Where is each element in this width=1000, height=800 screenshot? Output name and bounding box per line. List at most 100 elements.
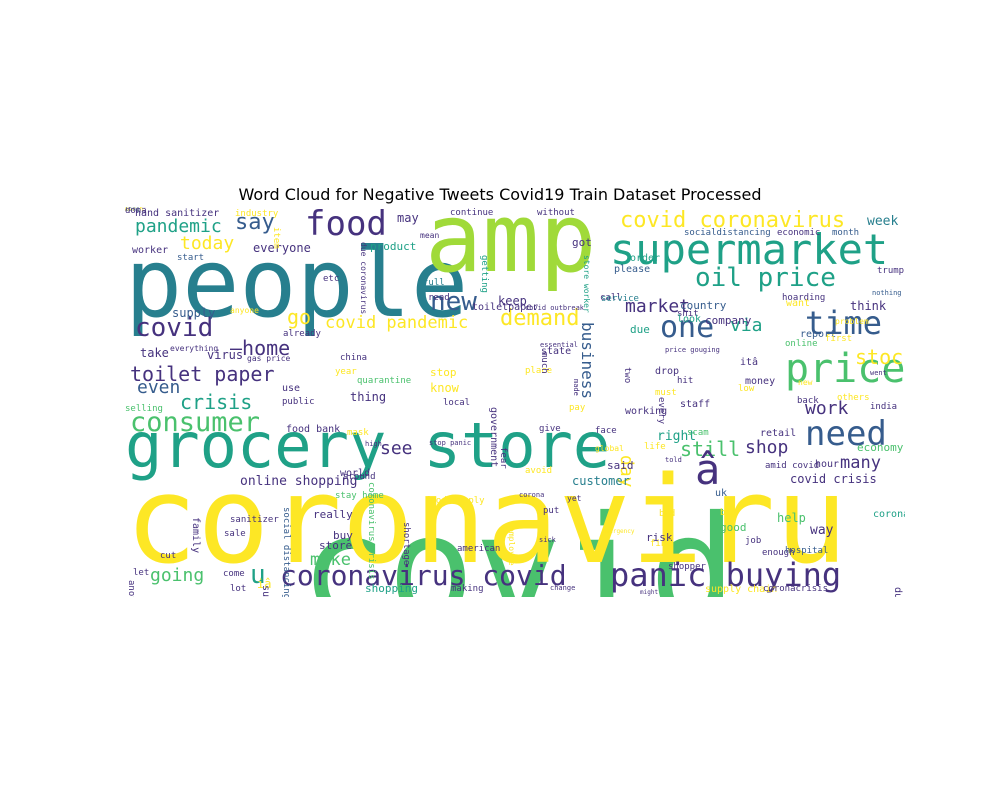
word-81: industry [235, 209, 279, 219]
word-70: buy [333, 529, 353, 542]
word-23: —home [230, 336, 291, 360]
word-20: pandemic [135, 216, 222, 237]
word-132: hit [677, 376, 694, 386]
word-57: may [397, 211, 419, 225]
word-107: already [283, 329, 321, 339]
word-52: think [850, 299, 887, 313]
word-17: demand [500, 306, 580, 331]
word-143: told [665, 456, 682, 464]
word-7: food [305, 207, 387, 244]
word-180: another [126, 580, 136, 597]
word-158: enough [762, 548, 795, 558]
word-37: see [380, 438, 413, 459]
word-98: call [600, 293, 622, 303]
word-63: customer [572, 474, 630, 488]
word-42: thing [350, 390, 387, 404]
word-45: way [810, 523, 834, 538]
word-129: made [572, 379, 580, 396]
word-140: give [539, 424, 561, 434]
word-122: went [870, 369, 887, 377]
word-111: public [282, 397, 315, 407]
word-105: problem [835, 317, 869, 326]
word-67: said [607, 459, 634, 472]
word-152: yet [567, 494, 582, 503]
word-56: keep [498, 294, 527, 308]
word-11: time [805, 304, 883, 342]
word-99: service [601, 294, 639, 304]
word-113: price gouging [665, 346, 720, 354]
word-110: use [282, 383, 301, 394]
word-109: gas price [247, 354, 291, 363]
word-65: covid crisis [790, 472, 877, 486]
word-1: coronaviru [125, 452, 848, 591]
word-188: fear [498, 447, 508, 469]
word-12: consumer [130, 407, 261, 438]
word-69: really [313, 508, 353, 521]
word-115: itâ [740, 357, 759, 368]
word-35: business [578, 322, 597, 400]
word-43: know [430, 381, 459, 395]
word-172: might [640, 589, 659, 596]
word-183: social distancing [281, 507, 291, 597]
word-191: getting [479, 255, 489, 293]
word-164: sale [224, 529, 246, 539]
word-126: state [541, 346, 572, 357]
word-159: hospital [785, 546, 829, 556]
word-162: sick [539, 536, 556, 544]
word-104: want [786, 298, 811, 309]
word-116: low [738, 384, 755, 394]
word-121: india [870, 402, 898, 412]
word-89: socialdistancing [684, 228, 771, 238]
word-31: work [805, 398, 849, 419]
word-101: look [677, 314, 702, 325]
word-28: market [625, 296, 691, 317]
word-51: week [867, 214, 899, 229]
word-184: coronavirus crisis [366, 482, 376, 580]
word-74: uk [715, 488, 728, 499]
word-100: shit [677, 309, 699, 319]
word-168: iâ [257, 577, 272, 591]
word-123: china [340, 353, 368, 363]
word-112: selling [125, 404, 163, 414]
word-87: mean [420, 231, 440, 240]
word-58: got [572, 236, 592, 249]
word-16: oil price [695, 263, 836, 293]
word-14: new [430, 287, 477, 317]
word-149: avoid [525, 466, 553, 476]
word-102: hoarding [782, 293, 826, 303]
word-186: employee [507, 527, 516, 566]
word-157: job [745, 536, 762, 546]
word-156: find [650, 539, 672, 549]
word-96: read [428, 293, 450, 303]
word-135: working [625, 406, 668, 417]
word-66: help [777, 511, 806, 525]
word-30: stock [855, 345, 905, 369]
word-130: two [622, 367, 632, 384]
word-13: covid [135, 313, 214, 343]
word-124: year [335, 367, 357, 377]
word-55: virus [207, 348, 244, 362]
word-6: price [785, 346, 905, 392]
word-133: drop [655, 366, 680, 377]
word-53: take [140, 346, 169, 360]
word-175: food supply [425, 496, 485, 506]
word-41: u [250, 560, 266, 590]
word-5: supermarket [610, 225, 889, 274]
word-21: today [180, 233, 235, 254]
word-73: retail [760, 428, 797, 439]
figure-title: Word Cloud for Negative Tweets Covid19 T… [238, 185, 762, 204]
word-108: everything [170, 344, 219, 353]
word-128: pay [569, 403, 586, 413]
word-86: item [271, 227, 281, 249]
word-145: world [340, 468, 371, 479]
word-33: still [680, 437, 741, 461]
word-93: trump [877, 266, 905, 276]
word-18: covid coronavirus [620, 208, 846, 233]
word-68: risk [646, 531, 673, 544]
word-160: shopper [668, 562, 706, 572]
word-46: right [657, 429, 697, 444]
word-75: good [720, 521, 747, 534]
word-165: cut [160, 551, 177, 561]
word-77: staff [680, 399, 711, 410]
word-71: store [319, 539, 353, 552]
